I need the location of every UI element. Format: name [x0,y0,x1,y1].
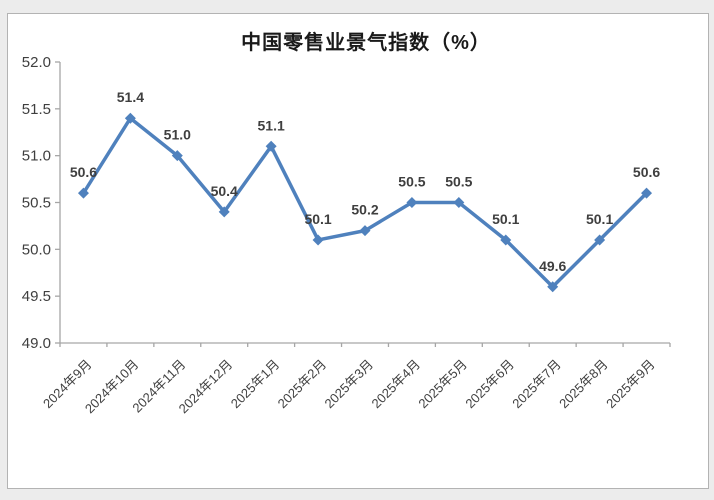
data-point-label: 50.2 [351,202,378,218]
y-tick-label: 49.5 [22,288,51,305]
data-point-marker [547,281,559,293]
x-axis-labels: 2024年9月2024年10月2024年11月2024年12月2025年1月20… [40,357,658,417]
data-point-marker [359,225,371,237]
data-point-marker [218,206,230,218]
data-point-label: 51.1 [258,117,285,133]
data-point-marker [453,197,465,208]
data-point-marker [124,112,136,124]
y-tick-label: 51.5 [22,101,51,118]
x-tick-label: 2025年2月 [275,357,330,412]
data-point-marker [641,187,653,199]
x-tick-label: 2025年8月 [556,357,611,412]
y-axis-labels: 49.0 49.5 50.0 50.5 51.0 51.5 52.0 [22,54,60,352]
x-tick-label: 2025年7月 [509,357,564,412]
data-point-label: 51.4 [117,89,144,105]
data-point-label: 50.6 [70,164,97,180]
series-markers [77,112,653,293]
data-point-label: 50.5 [445,174,472,190]
data-point-label: 49.6 [539,258,566,274]
data-point-label: 50.1 [492,211,519,227]
x-tick-label: 2025年9月 [603,357,658,412]
x-tick-label: 2025年5月 [415,357,470,412]
data-point-marker [171,150,183,162]
chart-title: 中国零售业景气指数（%） [241,32,491,54]
data-point-label: 51.0 [164,127,191,143]
data-point-marker [500,234,512,246]
x-tick-label: 2025年4月 [368,357,423,412]
data-point-label: 50.4 [211,183,238,199]
y-tick-label: 52.0 [22,54,51,71]
x-tick-label: 2025年3月 [322,357,377,412]
y-tick-label: 50.5 [22,195,51,212]
data-point-marker [265,140,277,152]
y-tick-label: 50.0 [22,241,51,258]
chart-frame [7,13,709,489]
data-point-marker [594,234,606,246]
data-point-label: 50.5 [398,174,425,190]
data-point-label: 50.1 [586,211,613,227]
data-point-marker [77,187,89,199]
data-point-label: 50.6 [633,164,660,180]
y-tick-label: 51.0 [22,148,51,165]
data-point-marker [312,234,324,246]
x-axis-ticks [59,343,671,347]
x-tick-label: 2025年1月 [228,357,283,412]
x-tick-label: 2025年6月 [462,357,517,412]
y-tick-label: 49.0 [22,335,51,352]
data-labels: 50.6 51.4 51.0 50.4 51.1 50.1 50.2 50.5 50.5 50.1… [70,89,661,274]
data-point-label: 50.1 [304,211,331,227]
data-point-marker [406,197,418,208]
